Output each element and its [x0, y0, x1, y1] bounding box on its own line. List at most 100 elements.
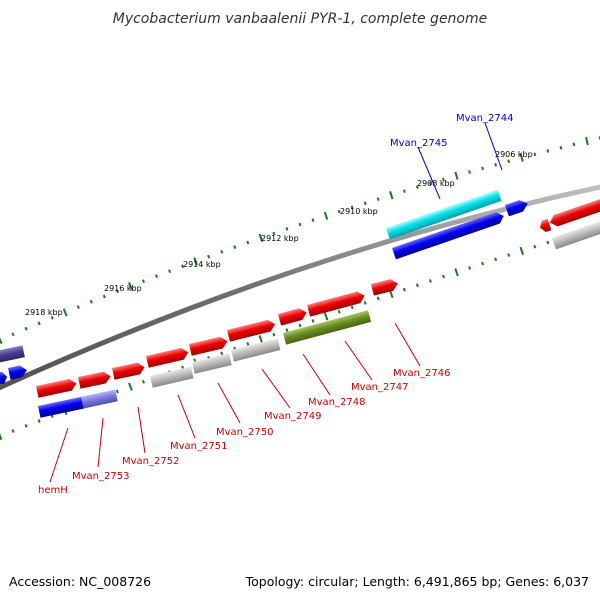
minor-tick: [298, 222, 302, 227]
major-tick: [193, 257, 198, 266]
minor-tick: [141, 279, 146, 283]
gene-mvan-2751: [146, 347, 189, 368]
label-mvan-2749: Mvan_2749: [264, 411, 321, 422]
minor-tick: [220, 249, 224, 254]
minor-tick: [285, 227, 289, 231]
gene-mvan-2753-lightblue: [80, 389, 118, 409]
leader-mvan-2750: [217, 382, 241, 424]
major-tick: [258, 335, 264, 344]
minor-tick: [311, 218, 315, 223]
minor-tick: [559, 145, 563, 150]
major-tick: [389, 190, 394, 200]
leader-mvan-2747: [344, 340, 373, 381]
leader-mvan-2746: [394, 322, 421, 367]
gene-mvan-2753: [78, 371, 111, 389]
major-tick: [389, 289, 394, 299]
minor-tick: [415, 283, 419, 288]
minor-tick: [442, 177, 445, 182]
major-tick: [519, 246, 524, 256]
major-tick: [62, 308, 68, 317]
minor-tick: [507, 253, 511, 257]
label-mvan-2750: Mvan_2750: [216, 427, 273, 438]
scale-label-2910: 2910 kbp: [340, 207, 378, 216]
minor-tick: [468, 170, 471, 174]
minor-tick: [298, 323, 302, 328]
major-tick: [585, 137, 589, 146]
minor-tick: [442, 274, 445, 279]
minor-tick: [11, 429, 15, 433]
minor-tick: [311, 319, 315, 323]
major-tick: [519, 153, 524, 162]
scale-label-2918: 2918 kbp: [25, 308, 63, 317]
major-tick: [323, 312, 329, 321]
minor-tick: [337, 310, 341, 314]
scale-label-2908: 2908 kbp: [417, 179, 455, 188]
gene-mvan-2745-lower: [392, 212, 504, 260]
label-mvan-2746: Mvan_2746: [393, 368, 450, 379]
major-tick: [0, 337, 3, 345]
gene-hemh-blue: [38, 396, 84, 418]
minor-tick: [115, 389, 119, 394]
leader-mvan-2745: [417, 146, 441, 200]
gene-mvan-2750-grey: [192, 353, 232, 374]
minor-tick: [220, 351, 224, 356]
minor-tick: [546, 240, 550, 245]
label-mvan-2753: Mvan_2753: [72, 471, 129, 482]
outer-scale-track: [0, 136, 600, 345]
minor-tick: [350, 305, 354, 310]
major-tick: [128, 382, 133, 391]
minor-tick: [207, 254, 211, 259]
minor-tick: [37, 321, 41, 326]
genome-summary-text: Topology: circular; Length: 6,491,865 bp…: [245, 574, 589, 589]
minor-tick: [376, 296, 380, 301]
minor-tick: [272, 332, 276, 337]
minor-tick: [428, 279, 432, 283]
scale-label-2914: 2914 kbp: [183, 260, 221, 269]
label-hemh: hemH: [38, 485, 68, 496]
minor-tick: [481, 261, 485, 266]
minor-tick: [154, 274, 159, 278]
gene-left-blue-b: [8, 365, 27, 380]
minor-tick: [402, 287, 406, 292]
minor-tick: [24, 326, 28, 331]
major-tick: [128, 282, 133, 291]
gene-red-right-small: [539, 218, 552, 233]
minor-tick: [507, 159, 511, 164]
leader-hemh: [49, 427, 69, 483]
minor-tick: [246, 342, 250, 346]
leader-mvan-2752: [137, 406, 146, 454]
minor-tick: [350, 205, 354, 210]
minor-tick: [115, 289, 119, 294]
gene-left-slate: [0, 345, 25, 363]
leader-mvan-2753: [97, 417, 104, 468]
minor-tick: [76, 305, 80, 309]
minor-tick: [285, 328, 289, 332]
minor-tick: [481, 166, 484, 171]
major-tick: [454, 268, 459, 277]
minor-tick: [37, 419, 41, 423]
major-tick: [0, 433, 3, 441]
label-mvan-2745: Mvan_2745: [390, 138, 447, 149]
minor-tick: [572, 142, 576, 147]
scale-label-2906: 2906 kbp: [495, 150, 533, 159]
gene-mvan-2747: [307, 291, 365, 317]
minor-tick: [429, 181, 432, 186]
accession-text: Accession: NC_008726: [9, 574, 151, 589]
minor-tick: [494, 257, 498, 262]
minor-tick: [168, 269, 172, 274]
leader-mvan-2749: [261, 368, 291, 409]
major-tick: [258, 233, 264, 243]
minor-tick: [402, 189, 406, 193]
minor-tick: [24, 424, 28, 428]
minor-tick: [141, 379, 145, 384]
major-tick: [323, 211, 329, 220]
minor-tick: [89, 299, 93, 304]
minor-tick: [246, 240, 250, 245]
minor-tick: [546, 149, 550, 153]
gene-mvan-2750: [189, 336, 228, 356]
minor-tick: [11, 332, 15, 337]
label-mvan-2751: Mvan_2751: [170, 441, 227, 452]
gene-mvan-2749: [227, 319, 276, 342]
gene-mvan-2745: [386, 189, 502, 240]
gene-mvan-2746: [371, 279, 398, 296]
